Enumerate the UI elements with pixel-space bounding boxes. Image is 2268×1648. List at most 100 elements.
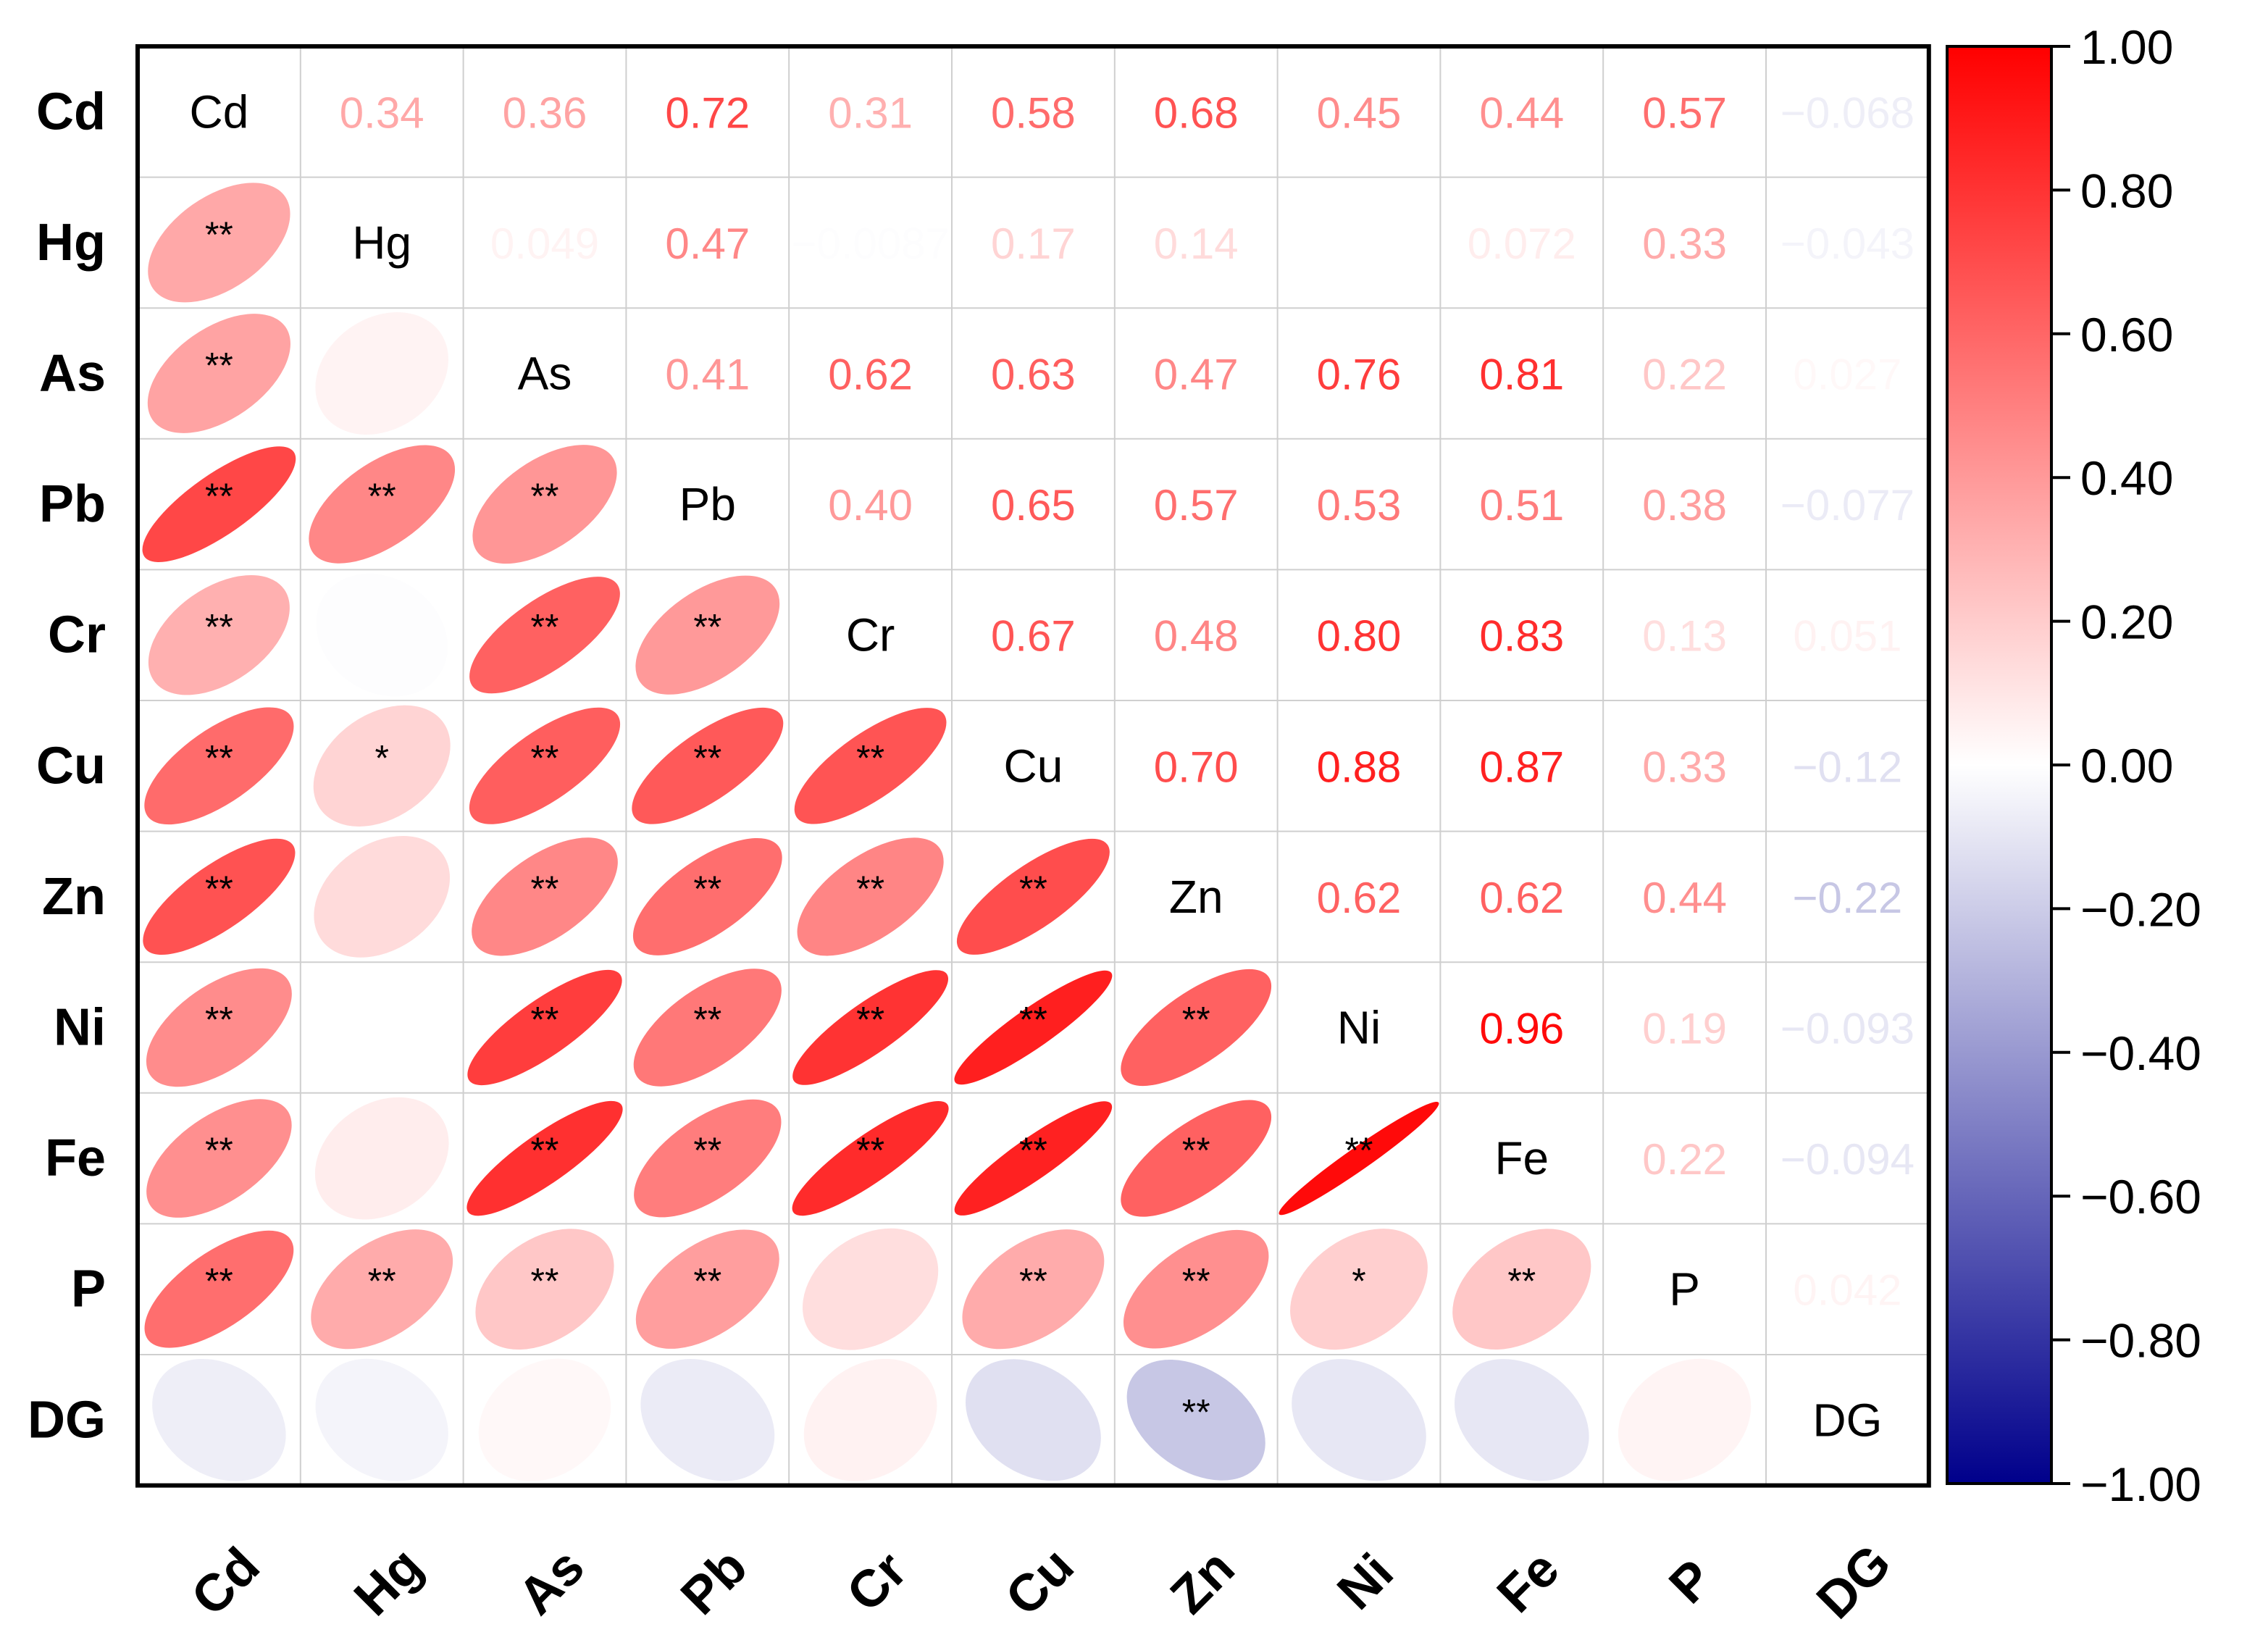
coef-label-hg-cu: 0.17	[991, 219, 1076, 268]
diagonal-label-as: As	[518, 348, 572, 400]
coef-label-as-pb: 0.41	[665, 351, 750, 399]
colorbar-tick-label: 0.80	[2080, 164, 2173, 217]
diagonal-label-hg: Hg	[352, 217, 411, 269]
coef-label-cr-p: 0.13	[1642, 612, 1727, 661]
row-label-dg: DG	[28, 1391, 106, 1449]
significance-marker: **	[693, 1130, 721, 1171]
significance-marker: **	[205, 737, 233, 778]
significance-marker: **	[693, 1000, 721, 1040]
coef-label-cr-zn: 0.48	[1154, 612, 1239, 661]
col-label-zn: Zn	[1160, 1539, 1246, 1625]
significance-marker: **	[368, 1261, 396, 1302]
diagonal-label-ni: Ni	[1337, 1002, 1381, 1054]
coef-label-as-cr: 0.62	[828, 351, 913, 399]
coef-label-pb-zn: 0.57	[1154, 481, 1239, 530]
col-label-cr: Cr	[836, 1541, 918, 1623]
diagonal-label-cr: Cr	[846, 609, 895, 661]
colorbar-tick-label: −0.60	[2080, 1170, 2201, 1224]
significance-marker: **	[205, 1130, 233, 1171]
coef-label-hg-fe: 0.072	[1468, 219, 1576, 268]
col-label-hg: Hg	[343, 1536, 433, 1626]
coef-label-cr-dg: 0.051	[1793, 612, 1901, 661]
colorbar-tick-label: 0.60	[2080, 308, 2173, 361]
col-label-as: As	[507, 1538, 595, 1626]
coef-label-cu-p: 0.33	[1642, 743, 1727, 791]
significance-marker: **	[205, 607, 233, 648]
significance-marker: *	[374, 737, 388, 778]
significance-marker: **	[1182, 1130, 1210, 1171]
col-label-pb: Pb	[670, 1538, 758, 1626]
significance-marker: **	[531, 1000, 559, 1040]
coef-label-pb-cr: 0.40	[828, 481, 913, 530]
significance-marker: **	[531, 607, 559, 648]
diagonal-label-p: P	[1669, 1263, 1700, 1316]
significance-marker: **	[531, 1261, 559, 1302]
coef-label-as-ni: 0.76	[1317, 351, 1402, 399]
coef-label-ni-p: 0.19	[1642, 1005, 1727, 1053]
row-label-ni: Ni	[54, 999, 106, 1057]
significance-marker: **	[1019, 1130, 1047, 1171]
coef-label-cd-p: 0.57	[1642, 88, 1727, 137]
coef-label-cu-dg: −0.12	[1792, 743, 1902, 791]
coef-label-cr-ni: 0.80	[1317, 612, 1402, 661]
coef-label-as-p: 0.22	[1642, 351, 1727, 399]
coef-label-cd-fe: 0.44	[1479, 88, 1564, 137]
coef-label-zn-fe: 0.62	[1479, 874, 1564, 922]
significance-marker: **	[1019, 1000, 1047, 1040]
significance-marker: **	[1182, 1392, 1210, 1432]
row-label-cu: Cu	[36, 737, 106, 795]
coef-label-cd-pb: 0.72	[665, 88, 750, 137]
coef-label-as-fe: 0.81	[1479, 351, 1564, 399]
coef-label-cd-cu: 0.58	[991, 88, 1076, 137]
row-label-pb: Pb	[39, 475, 106, 533]
row-label-hg: Hg	[36, 214, 106, 272]
row-label-p: P	[71, 1260, 106, 1318]
diagonal-label-fe: Fe	[1494, 1132, 1549, 1184]
diagonal-label-pb: Pb	[679, 478, 736, 530]
significance-marker: **	[205, 1261, 233, 1302]
coef-label-cd-dg: −0.068	[1780, 88, 1915, 137]
significance-marker: *	[1352, 1261, 1365, 1302]
coef-label-cu-fe: 0.87	[1479, 743, 1564, 791]
coef-label-hg-cr: −0.0087	[791, 219, 950, 268]
significance-marker: **	[1182, 1000, 1210, 1040]
row-label-cd: Cd	[36, 83, 106, 141]
coef-label-hg-dg: −0.043	[1780, 219, 1915, 268]
coef-label-pb-dg: −0.077	[1780, 481, 1915, 530]
significance-marker: **	[693, 869, 721, 909]
significance-marker: **	[1019, 1261, 1047, 1302]
coef-label-hg-pb: 0.47	[665, 219, 750, 268]
colorbar-tick-label: 0.20	[2080, 595, 2173, 649]
coef-label-as-dg: 0.027	[1793, 351, 1901, 399]
significance-marker: **	[856, 1000, 884, 1040]
colorbar-tick-label: 0.40	[2080, 451, 2173, 505]
col-label-p: P	[1658, 1549, 1724, 1615]
col-label-cu: Cu	[995, 1536, 1084, 1626]
coef-label-as-cu: 0.63	[991, 351, 1076, 399]
coef-label-pb-ni: 0.53	[1317, 481, 1402, 530]
coef-label-ni-fe: 0.96	[1479, 1005, 1564, 1053]
significance-marker: **	[1345, 1130, 1373, 1171]
significance-marker: **	[1019, 869, 1047, 909]
coef-label-cr-cu: 0.67	[991, 612, 1076, 661]
coef-label-cd-cr: 0.31	[828, 88, 913, 137]
row-label-as: As	[39, 345, 106, 403]
significance-marker: **	[531, 869, 559, 909]
coef-label-p-dg: 0.042	[1793, 1266, 1901, 1315]
coef-label-fe-dg: −0.094	[1780, 1135, 1915, 1184]
significance-marker: **	[531, 476, 559, 516]
significance-marker: **	[205, 869, 233, 909]
coef-label-as-zn: 0.47	[1154, 351, 1239, 399]
coef-label-cd-as: 0.36	[503, 88, 587, 137]
significance-marker: **	[205, 346, 233, 386]
significance-marker: **	[205, 214, 233, 255]
significance-marker: **	[693, 737, 721, 778]
coef-label-zn-ni: 0.62	[1317, 874, 1402, 922]
colorbar-tick-label: 0.00	[2080, 739, 2173, 792]
significance-marker: **	[205, 476, 233, 516]
col-label-fe: Fe	[1486, 1540, 1570, 1624]
coef-label-cd-hg: 0.34	[340, 88, 424, 137]
coef-label-ni-dg: −0.093	[1780, 1005, 1915, 1053]
coef-label-hg-p: 0.33	[1642, 219, 1727, 268]
